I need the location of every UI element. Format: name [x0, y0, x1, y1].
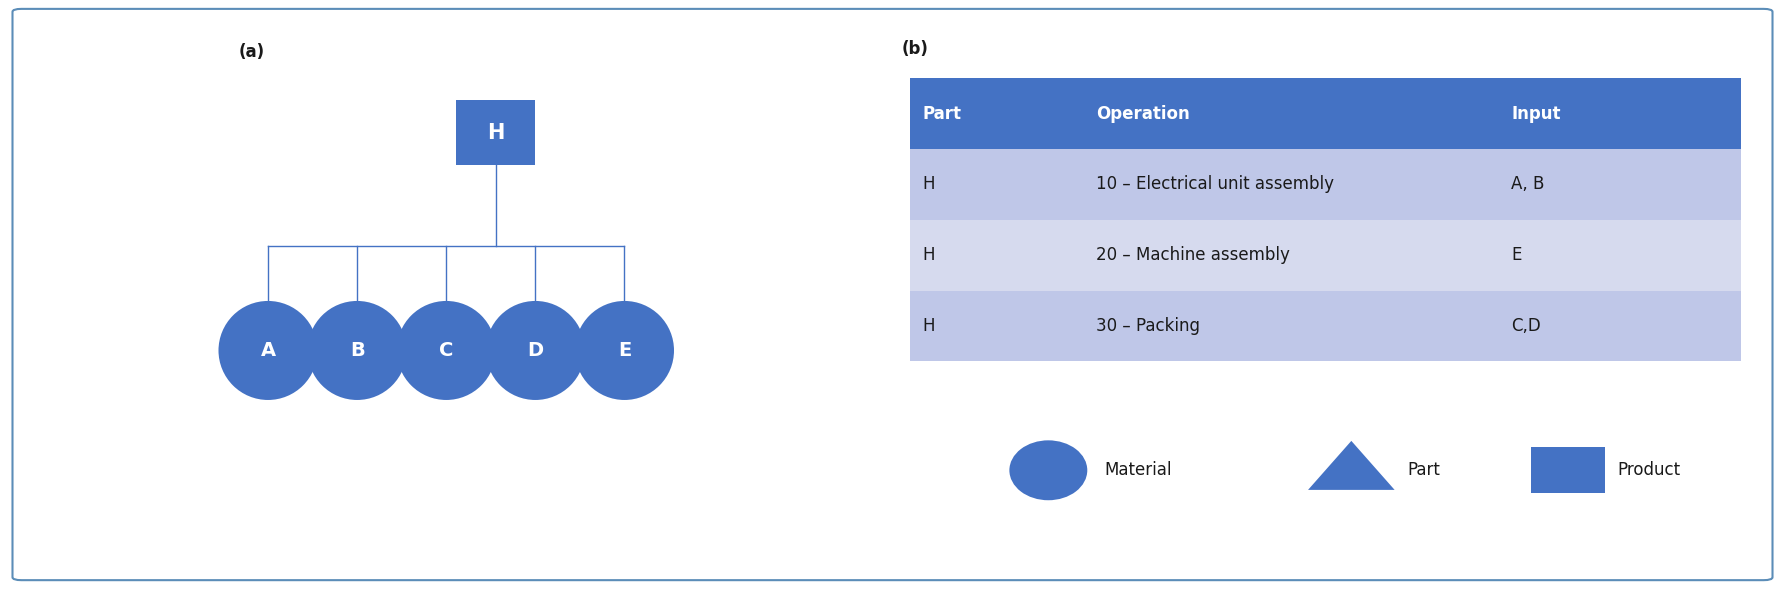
Text: H: H: [923, 246, 935, 264]
Text: H: H: [487, 123, 505, 143]
FancyBboxPatch shape: [1532, 447, 1605, 493]
Circle shape: [307, 301, 407, 400]
Text: Operation: Operation: [1096, 105, 1189, 123]
FancyBboxPatch shape: [910, 78, 1740, 149]
Text: 20 – Machine assembly: 20 – Machine assembly: [1096, 246, 1291, 264]
FancyBboxPatch shape: [910, 149, 1740, 220]
Text: A: A: [261, 341, 275, 360]
Ellipse shape: [1009, 440, 1087, 500]
FancyBboxPatch shape: [910, 291, 1740, 361]
Circle shape: [218, 301, 318, 400]
Text: C,D: C,D: [1512, 317, 1540, 335]
Text: E: E: [1512, 246, 1523, 264]
Text: H: H: [923, 317, 935, 335]
Text: H: H: [923, 175, 935, 194]
Text: C: C: [439, 341, 453, 360]
Text: D: D: [527, 341, 543, 360]
Text: Product: Product: [1617, 461, 1681, 480]
Text: B: B: [350, 341, 364, 360]
Circle shape: [575, 301, 675, 400]
Text: 30 – Packing: 30 – Packing: [1096, 317, 1200, 335]
Text: Input: Input: [1512, 105, 1562, 123]
FancyBboxPatch shape: [910, 220, 1740, 291]
Text: (b): (b): [901, 40, 928, 58]
Circle shape: [396, 301, 496, 400]
Text: (a): (a): [237, 43, 264, 62]
Polygon shape: [1308, 441, 1394, 490]
Text: Material: Material: [1105, 461, 1173, 480]
Text: E: E: [618, 341, 632, 360]
Text: Part: Part: [1408, 461, 1440, 480]
Text: A, B: A, B: [1512, 175, 1544, 194]
Circle shape: [486, 301, 585, 400]
FancyBboxPatch shape: [457, 101, 536, 165]
Text: 10 – Electrical unit assembly: 10 – Electrical unit assembly: [1096, 175, 1333, 194]
Text: Part: Part: [923, 105, 962, 123]
